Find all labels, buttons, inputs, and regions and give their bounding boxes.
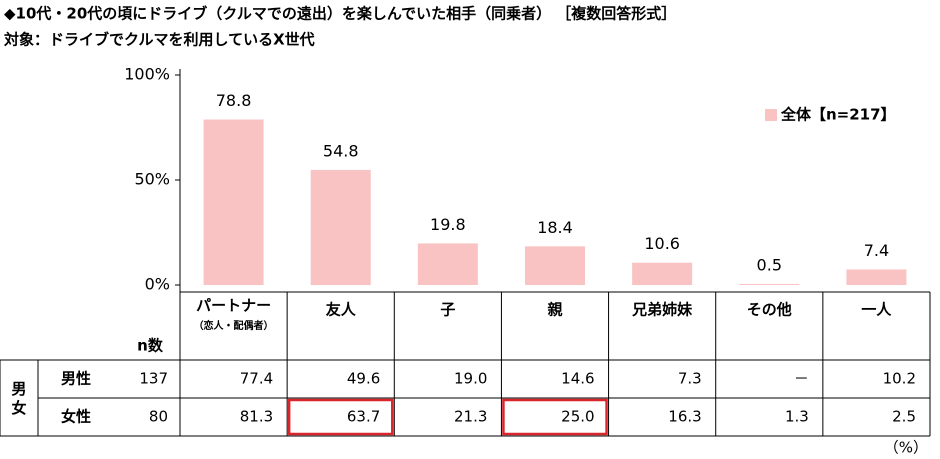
table-cell: 77.4 bbox=[240, 370, 273, 388]
x-tick-label: 兄弟姉妹 bbox=[631, 301, 693, 319]
data-label: 78.8 bbox=[216, 91, 252, 110]
x-tick-label: 一人 bbox=[861, 301, 892, 319]
table-cell: 49.6 bbox=[347, 370, 380, 388]
table-cell: 63.7 bbox=[347, 408, 380, 426]
x-tick-label: パートナー bbox=[196, 297, 271, 315]
table-cell: 10.2 bbox=[883, 370, 916, 388]
table-cell: 19.0 bbox=[454, 370, 487, 388]
bar bbox=[525, 246, 585, 285]
table-cell: 1.3 bbox=[785, 408, 809, 426]
table-cell: 21.3 bbox=[454, 408, 487, 426]
x-tick-label: その他 bbox=[747, 301, 792, 319]
y-tick-label: 0% bbox=[145, 275, 170, 294]
table-cell: 16.3 bbox=[668, 408, 701, 426]
chart-title: ◆10代・20代の頃にドライブ（クルマでの遠出）を楽しんでいた相手（同乗者） ［… bbox=[4, 5, 676, 23]
highlight-box bbox=[502, 398, 608, 436]
legend-label: 全体【n=217】 bbox=[780, 106, 896, 124]
table-cell: 7.3 bbox=[678, 370, 702, 388]
data-label: 18.4 bbox=[537, 218, 573, 237]
bar bbox=[203, 119, 264, 286]
x-tick-label: 親 bbox=[547, 301, 562, 319]
x-tick-label: 子 bbox=[440, 301, 455, 319]
row-label: 男性 bbox=[61, 370, 91, 388]
table-cell: － bbox=[794, 370, 809, 388]
table-cell: 25.0 bbox=[561, 408, 594, 426]
data-label: 7.4 bbox=[864, 241, 889, 260]
bar bbox=[846, 269, 907, 285]
highlight-box bbox=[287, 398, 394, 436]
row-label: 女性 bbox=[61, 408, 91, 426]
y-tick-label: 100% bbox=[124, 65, 170, 84]
data-label: 0.5 bbox=[757, 255, 782, 274]
x-tick-sublabel: （恋人・配偶者） bbox=[194, 319, 274, 332]
table-cell: 2.5 bbox=[892, 408, 916, 426]
row-n: 137 bbox=[139, 370, 168, 388]
table-cell: 14.6 bbox=[561, 370, 594, 388]
chart-subtitle: 対象：ドライブでクルマを利用しているX世代 bbox=[3, 31, 315, 49]
row-n: 80 bbox=[149, 408, 168, 426]
bar bbox=[739, 283, 800, 285]
legend-swatch bbox=[765, 109, 777, 121]
data-label: 19.8 bbox=[430, 215, 466, 234]
data-label: 10.6 bbox=[644, 234, 680, 253]
bar bbox=[417, 243, 478, 285]
bar bbox=[632, 262, 693, 285]
y-tick-label: 50% bbox=[134, 170, 170, 189]
n-header: n数 bbox=[137, 337, 164, 355]
unit-label: （%） bbox=[884, 439, 928, 457]
data-label: 54.8 bbox=[323, 141, 359, 160]
group-label: 男女 bbox=[11, 380, 26, 417]
bar bbox=[310, 169, 371, 285]
table-cell: 81.3 bbox=[240, 408, 273, 426]
x-tick-label: 友人 bbox=[326, 301, 357, 319]
